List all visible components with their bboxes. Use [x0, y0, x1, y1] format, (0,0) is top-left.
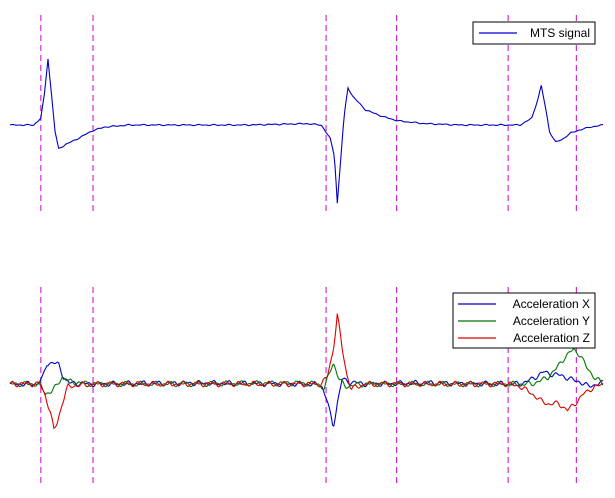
- mts-legend-box: [472, 21, 596, 45]
- accel-x-legend-label: Acceleration X: [513, 297, 590, 311]
- mts-series-group: [9, 58, 604, 204]
- mts-event-markers: [40, 15, 577, 212]
- acceleration-panel: Acceleration X Acceleration Y Accelerati…: [9, 287, 604, 485]
- acceleration-legend: Acceleration X Acceleration Y Accelerati…: [452, 292, 596, 349]
- mts-legend: MTS signal: [472, 21, 596, 45]
- mts-signal-panel: MTS signal: [9, 15, 604, 212]
- acceleration-series-group: [9, 313, 604, 430]
- series-line-mts-signal: [9, 58, 604, 204]
- mts-legend-label: MTS signal: [530, 26, 590, 40]
- series-line-acceleration-z: [9, 313, 604, 430]
- series-line-acceleration-y: [9, 348, 604, 396]
- accel-z-legend-label: Acceleration Z: [513, 331, 590, 345]
- accel-y-legend-label: Acceleration Y: [513, 314, 590, 328]
